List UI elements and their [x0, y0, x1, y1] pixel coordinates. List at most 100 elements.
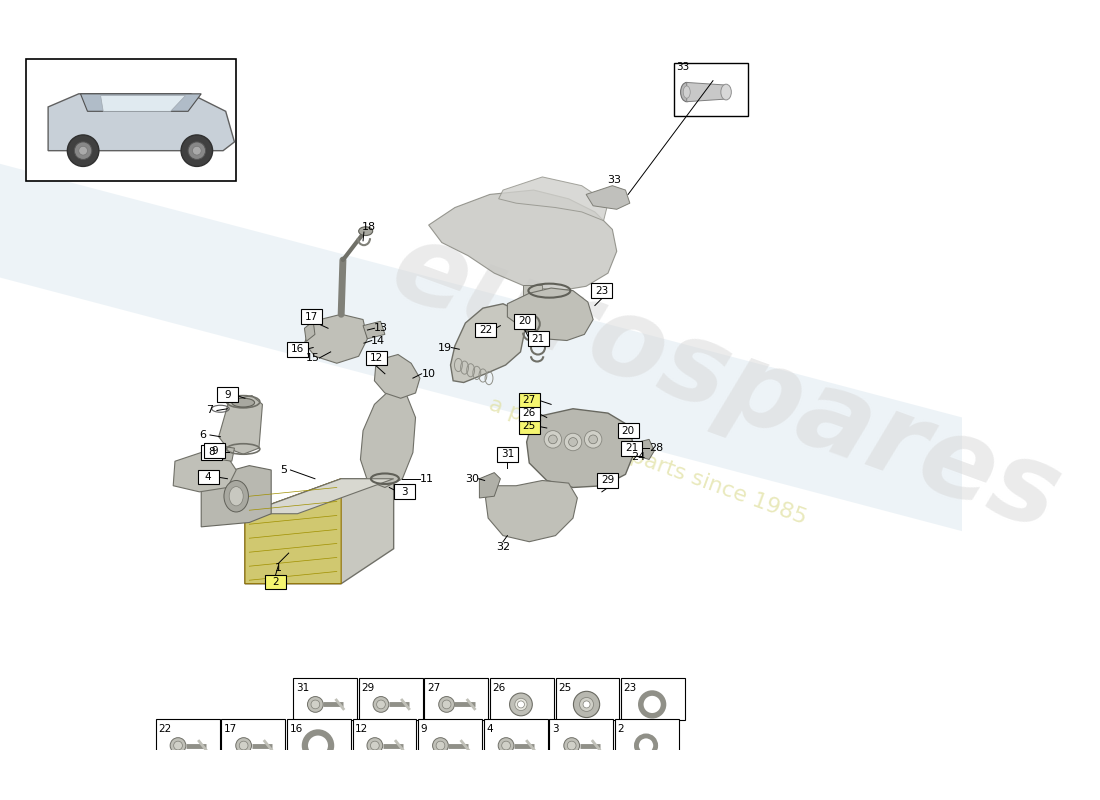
Text: 2: 2: [617, 724, 624, 734]
Text: 22: 22: [478, 325, 492, 335]
FancyBboxPatch shape: [515, 314, 536, 329]
Text: 33: 33: [607, 174, 621, 185]
Circle shape: [376, 700, 385, 709]
FancyBboxPatch shape: [365, 350, 387, 366]
Polygon shape: [498, 177, 608, 221]
Text: eurospares: eurospares: [377, 212, 1075, 553]
Bar: [621, 678, 685, 720]
Circle shape: [583, 701, 590, 708]
Text: 9: 9: [211, 446, 218, 456]
FancyBboxPatch shape: [592, 283, 613, 298]
Circle shape: [311, 700, 320, 709]
Text: 11: 11: [420, 474, 433, 484]
Text: 33: 33: [676, 62, 690, 72]
Text: 30: 30: [465, 474, 480, 484]
Text: 23: 23: [624, 682, 637, 693]
Bar: [418, 719, 482, 762]
Circle shape: [584, 430, 602, 448]
Circle shape: [515, 698, 527, 710]
Polygon shape: [363, 322, 385, 338]
Circle shape: [549, 435, 558, 444]
Polygon shape: [80, 94, 201, 111]
Text: 26: 26: [493, 682, 506, 693]
Polygon shape: [305, 314, 367, 363]
FancyBboxPatch shape: [198, 470, 219, 485]
FancyBboxPatch shape: [475, 322, 496, 338]
Circle shape: [240, 741, 248, 750]
Circle shape: [432, 738, 449, 754]
Circle shape: [568, 741, 576, 750]
Text: 16: 16: [290, 344, 304, 354]
Text: 31: 31: [296, 682, 309, 693]
Circle shape: [564, 738, 580, 754]
FancyBboxPatch shape: [201, 445, 222, 460]
Text: 6: 6: [199, 430, 207, 440]
Circle shape: [182, 135, 212, 166]
Text: 19: 19: [438, 342, 451, 353]
Circle shape: [436, 741, 444, 750]
Polygon shape: [0, 164, 962, 531]
Polygon shape: [429, 190, 617, 290]
Circle shape: [573, 691, 600, 718]
Circle shape: [308, 697, 323, 712]
Circle shape: [79, 146, 88, 155]
Text: 12: 12: [370, 353, 383, 363]
Text: 17: 17: [224, 724, 238, 734]
Bar: [287, 719, 351, 762]
Polygon shape: [507, 288, 593, 341]
Circle shape: [373, 697, 389, 712]
Bar: [26, 59, 236, 182]
Circle shape: [564, 434, 582, 450]
Circle shape: [75, 142, 92, 159]
Ellipse shape: [720, 84, 732, 100]
Circle shape: [569, 438, 578, 446]
Text: 9: 9: [421, 724, 428, 734]
Text: 14: 14: [371, 335, 385, 346]
Text: 22: 22: [158, 724, 172, 734]
Polygon shape: [374, 354, 420, 398]
FancyBboxPatch shape: [394, 485, 415, 499]
FancyBboxPatch shape: [528, 331, 549, 346]
Text: 26: 26: [522, 408, 536, 418]
Text: a passion for parts since 1985: a passion for parts since 1985: [486, 394, 810, 528]
Text: 13: 13: [374, 323, 387, 334]
Polygon shape: [631, 439, 654, 459]
Text: 23: 23: [595, 286, 608, 296]
Text: 28: 28: [649, 443, 663, 453]
Bar: [425, 678, 488, 720]
FancyBboxPatch shape: [621, 441, 642, 455]
Circle shape: [517, 701, 525, 708]
Circle shape: [192, 146, 201, 155]
Bar: [524, 285, 542, 328]
Text: 8: 8: [208, 447, 214, 458]
Text: 20: 20: [518, 316, 531, 326]
FancyBboxPatch shape: [497, 447, 518, 462]
Polygon shape: [451, 304, 525, 382]
FancyBboxPatch shape: [265, 574, 286, 590]
Circle shape: [498, 738, 514, 754]
Polygon shape: [245, 478, 394, 584]
Circle shape: [588, 435, 597, 444]
Text: 27: 27: [427, 682, 440, 693]
Bar: [556, 678, 619, 720]
Bar: [359, 678, 422, 720]
Polygon shape: [245, 478, 341, 584]
FancyBboxPatch shape: [617, 423, 639, 438]
FancyBboxPatch shape: [287, 342, 308, 357]
Circle shape: [442, 700, 451, 709]
Polygon shape: [173, 453, 236, 492]
Polygon shape: [245, 478, 394, 514]
Text: 1: 1: [275, 563, 282, 573]
FancyBboxPatch shape: [301, 310, 322, 324]
Text: 20: 20: [621, 426, 635, 436]
Ellipse shape: [681, 82, 693, 102]
Circle shape: [439, 697, 454, 712]
Bar: [549, 719, 613, 762]
Polygon shape: [480, 473, 501, 498]
Circle shape: [580, 698, 594, 711]
FancyBboxPatch shape: [519, 393, 540, 407]
Circle shape: [188, 142, 206, 159]
Polygon shape: [686, 82, 726, 102]
Bar: [293, 678, 356, 720]
Polygon shape: [48, 94, 234, 150]
